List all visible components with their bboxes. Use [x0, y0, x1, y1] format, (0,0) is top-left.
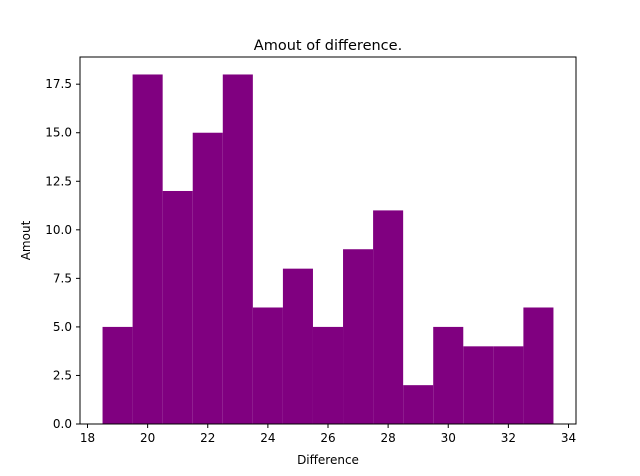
y-tick-label: 15.0	[45, 126, 72, 140]
y-tick-label: 5.0	[53, 320, 72, 334]
x-tick-label: 26	[320, 431, 335, 445]
histogram-bar-1	[132, 74, 163, 424]
y-axis: 0.0 2.5 5.0 7.5 10.0 12.5 15.0 17.5	[45, 77, 80, 431]
histogram-bar-10	[403, 385, 434, 424]
x-tick-label: 28	[380, 431, 395, 445]
bars-group	[102, 74, 554, 424]
y-tick-label: 2.5	[53, 368, 72, 382]
chart-title: Amout of difference.	[254, 38, 402, 54]
histogram-bar-8	[343, 249, 374, 424]
x-tick-label: 30	[441, 431, 456, 445]
histogram-bar-9	[373, 210, 404, 424]
y-tick-label: 0.0	[53, 417, 72, 431]
x-tick-label: 34	[561, 431, 576, 445]
histogram-bar-0	[102, 326, 133, 424]
y-tick-label: 17.5	[45, 77, 72, 91]
y-tick-label: 7.5	[53, 271, 72, 285]
y-tick-label: 10.0	[45, 223, 72, 237]
histogram-bar-5	[252, 307, 283, 424]
x-axis-label: Difference	[297, 453, 359, 467]
x-tick-label: 24	[260, 431, 275, 445]
histogram-bar-2	[162, 190, 193, 424]
histogram-bar-14	[523, 307, 554, 424]
histogram-bar-4	[222, 74, 253, 424]
histogram-bar-7	[312, 326, 344, 424]
histogram-bar-12	[463, 346, 494, 424]
x-tick-label: 32	[501, 431, 516, 445]
x-axis: 18 20 22 24 26 28 30 32 34	[80, 424, 576, 445]
histogram-bar-6	[282, 268, 313, 424]
y-axis-label: Amout	[19, 220, 33, 260]
histogram-bar-3	[192, 132, 223, 424]
x-tick-label: 20	[140, 431, 155, 445]
x-tick-label: 22	[200, 431, 215, 445]
histogram-bar-11	[433, 326, 464, 424]
x-tick-label: 18	[80, 431, 95, 445]
histogram-bar-13	[493, 346, 524, 424]
y-tick-label: 12.5	[45, 174, 72, 188]
